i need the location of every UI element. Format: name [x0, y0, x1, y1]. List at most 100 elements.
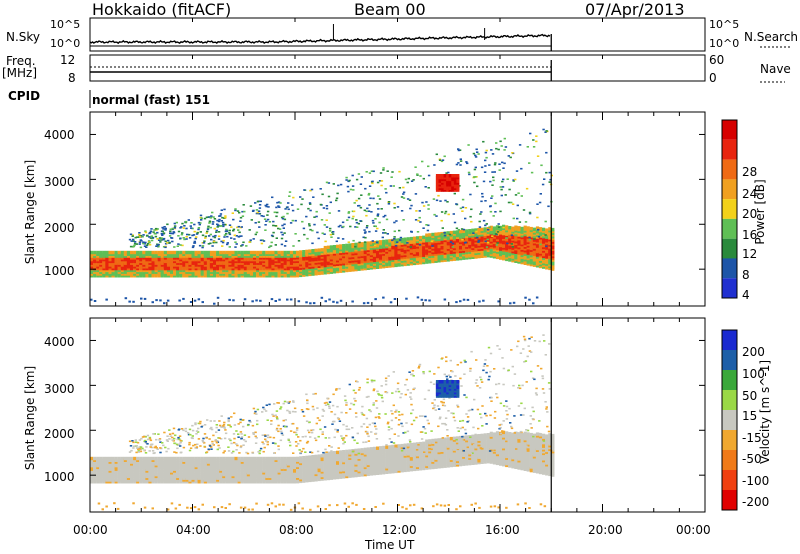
power-panel-cell: [492, 238, 496, 243]
velocity-panel-cell: [379, 456, 383, 461]
power-panel-cell: [499, 254, 503, 258]
power-panel-cell: [474, 255, 478, 259]
power-panel-cell: [403, 257, 407, 261]
power-panel-cell: [440, 233, 444, 238]
velocity-panel-cell: [249, 456, 254, 461]
power-panel-cell: [271, 259, 275, 264]
power-panel-cell: [203, 259, 207, 264]
power-panel-cell: [311, 267, 315, 271]
velocity-panel-cell: [360, 462, 364, 466]
velocity-panel-cell: [305, 471, 309, 476]
power-panel-cell: [431, 238, 435, 242]
power-panel-cell: [274, 270, 278, 274]
power-panel-cell: [508, 240, 512, 244]
power-panel-cell: [209, 265, 214, 269]
power-panel-echo: [359, 183, 363, 185]
freq-unit-label: [MHz]: [2, 66, 38, 80]
power-panel-cell: [535, 239, 540, 243]
power-panel-echo: [528, 238, 532, 241]
power-panel-echo: [393, 207, 396, 209]
power-panel-cell: [520, 228, 524, 232]
power-panel-bright-echo: [441, 179, 445, 183]
power-panel-echo: [366, 225, 369, 227]
velocity-panel-cell: [262, 472, 266, 477]
power-panel-cell: [437, 239, 441, 243]
velocity-panel-cell: [332, 456, 337, 460]
power-panel-cell: [117, 250, 121, 255]
velocity-panel-cell: [117, 472, 121, 477]
power-panel-echo: [426, 229, 430, 232]
power-panel-echo: [414, 166, 417, 168]
power-panel-echo: [241, 244, 244, 246]
power-panel-cell: [523, 234, 527, 238]
power-panel-cell: [529, 237, 533, 242]
velocity-panel-cell: [369, 465, 373, 469]
power-panel-cell: [502, 246, 506, 250]
velocity-panel-cell: [277, 474, 281, 479]
power-panel-cell: [548, 232, 552, 236]
power-panel-cell: [535, 230, 540, 234]
power-panel-cell: [197, 263, 201, 267]
power-panel-echo: [191, 234, 194, 237]
power-panel-cell: [372, 251, 377, 255]
velocity-panel-cell: [209, 458, 214, 462]
power-panel-cell: [403, 259, 407, 263]
power-panel-cell: [293, 259, 297, 264]
power-panel-cell: [403, 242, 407, 247]
power-panel-echo: [138, 232, 141, 234]
power-panel-cell: [148, 250, 152, 255]
velocity-panel-cell: [382, 456, 386, 460]
velocity-panel-cell: [329, 472, 333, 477]
velocity-panel-cell: [366, 456, 370, 460]
velocity-panel-cell: [213, 462, 217, 466]
velocity-panel-cell: [345, 458, 349, 463]
power-panel-cell: [225, 259, 229, 264]
velocity-panel-cell: [130, 469, 134, 473]
velocity-panel-cell: [268, 476, 272, 480]
power-panel-cell: [219, 254, 223, 258]
power-panel-cell: [332, 252, 337, 256]
power-panel-echo: [197, 228, 200, 231]
power-panel-echo: [386, 233, 389, 235]
power-panel-cell: [376, 245, 380, 250]
velocity-panel-cell: [182, 474, 186, 479]
power-panel-clutter: [159, 299, 162, 302]
power-panel-cell: [213, 265, 217, 269]
velocity-panel-cell: [179, 465, 183, 470]
velocity-panel-cell: [268, 471, 272, 475]
velocity-panel-cell: [225, 467, 229, 471]
velocity-panel-cell: [406, 464, 410, 469]
power-panel-echo: [149, 237, 153, 239]
power-panel-echo: [161, 226, 164, 229]
power-panel-cell: [185, 261, 189, 265]
power-panel-cell: [357, 262, 361, 266]
power-panel-clutter: [163, 302, 166, 305]
velocity-panel-cell: [123, 478, 127, 482]
velocity-panel-cell: [314, 461, 318, 466]
velocity-panel-cell: [160, 478, 164, 482]
power-panel-cell: [523, 245, 527, 249]
power-panel-echo: [394, 244, 398, 247]
power-panel-cell: [538, 261, 543, 265]
power-panel-echo: [223, 208, 226, 211]
velocity-panel-cell: [222, 462, 226, 466]
power-panel-cell: [468, 236, 472, 240]
velocity-panel-cell: [120, 465, 124, 470]
power-panel-cell: [520, 260, 524, 265]
power-panel-cell: [323, 251, 327, 255]
power-panel-clutter: [339, 299, 343, 302]
power-panel-cell: [151, 270, 155, 274]
velocity-panel-cell: [412, 462, 417, 466]
power-panel-cell: [151, 259, 155, 264]
velocity-panel-cell: [114, 460, 118, 464]
power-panel-cell: [434, 248, 438, 253]
velocity-panel-cell: [185, 478, 189, 482]
power-panel-cell: [102, 265, 106, 269]
power-panel-cell: [160, 266, 164, 271]
power-panel-cell: [136, 261, 140, 265]
power-panel-cell: [363, 261, 367, 265]
velocity-panel-cell: [93, 480, 97, 484]
power-panel-cell: [237, 259, 241, 264]
power-panel-cell: [542, 233, 546, 237]
velocity-panel-cell: [265, 465, 269, 470]
